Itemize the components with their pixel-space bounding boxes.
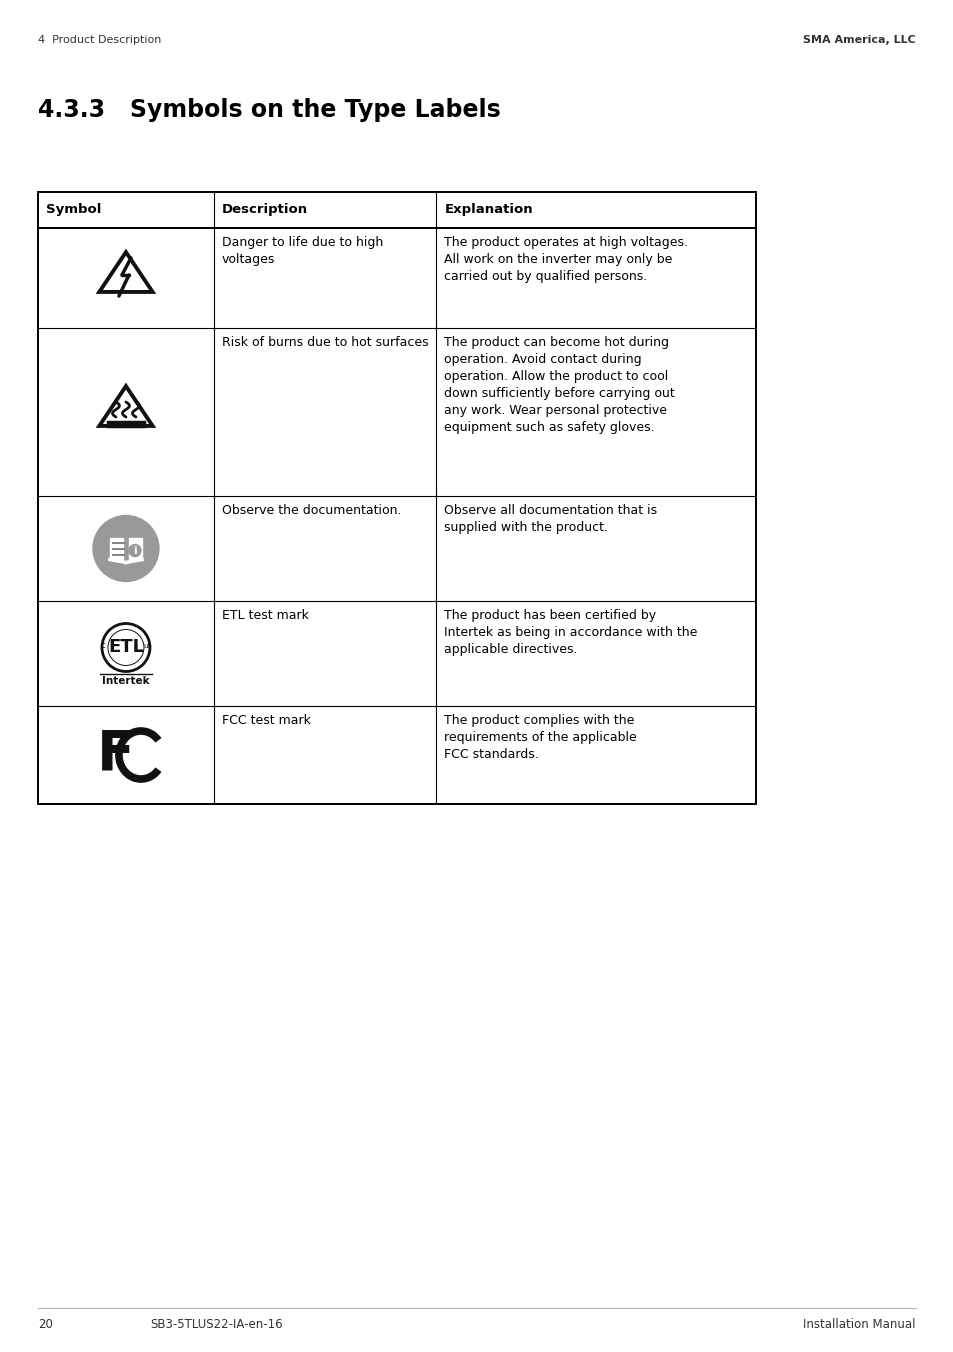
Text: ETL: ETL [108, 638, 144, 657]
Bar [110, 538, 123, 560]
Text: The product can become hot during
operation. Avoid contact during
operation. All: The product can become hot during operat… [444, 337, 675, 434]
Text: ETL test mark: ETL test mark [222, 608, 309, 622]
Bar [129, 538, 142, 560]
Text: The product operates at high voltages.
All work on the inverter may only be
carr: The product operates at high voltages. A… [444, 237, 688, 283]
Text: SMA America, LLC: SMA America, LLC [802, 35, 915, 45]
Text: The product has been certified by
Intertek as being in accordance with the
appli: The product has been certified by Intert… [444, 608, 698, 656]
Text: 4.3.3   Symbols on the Type Labels: 4.3.3 Symbols on the Type Labels [38, 97, 500, 122]
Text: 20: 20 [38, 1318, 52, 1330]
Text: SB3-5TLUS22-IA-en-16: SB3-5TLUS22-IA-en-16 [150, 1318, 282, 1330]
Text: Intertek: Intertek [102, 676, 150, 685]
Text: Observe all documentation that is
supplied with the product.: Observe all documentation that is suppli… [444, 504, 657, 534]
Text: The product complies with the
requirements of the applicable
FCC standards.: The product complies with the requiremen… [444, 714, 637, 761]
Text: Observe the documentation.: Observe the documentation. [222, 504, 401, 516]
Text: us: us [143, 642, 151, 649]
Text: Installation Manual: Installation Manual [802, 1318, 915, 1330]
Text: i: i [133, 545, 136, 556]
Bar [38, 192, 755, 804]
Text: c: c [100, 641, 105, 650]
Text: F: F [97, 727, 134, 781]
Text: Explanation: Explanation [444, 204, 533, 216]
Circle shape [129, 545, 141, 557]
Text: Description: Description [222, 204, 308, 216]
Text: FCC test mark: FCC test mark [222, 714, 311, 727]
Text: Danger to life due to high
voltages: Danger to life due to high voltages [222, 237, 383, 266]
Text: 4  Product Description: 4 Product Description [38, 35, 161, 45]
Text: Risk of burns due to hot surfaces: Risk of burns due to hot surfaces [222, 337, 428, 349]
Circle shape [92, 515, 159, 581]
Text: Symbol: Symbol [46, 204, 101, 216]
